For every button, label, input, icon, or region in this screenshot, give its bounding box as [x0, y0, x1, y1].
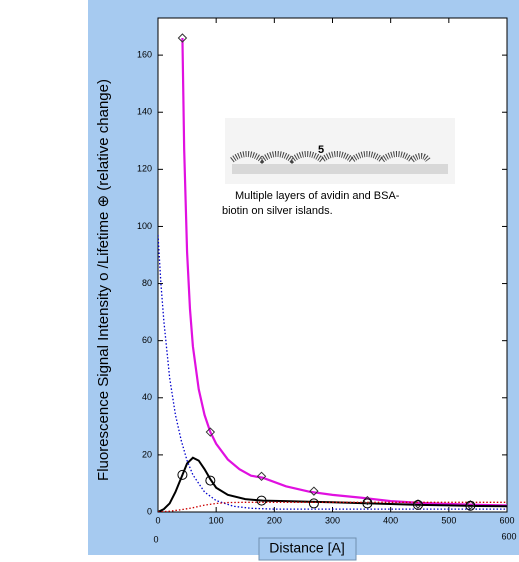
y-tick-label: 20	[142, 449, 152, 459]
inset-image	[225, 118, 455, 184]
diamond-marker	[177, 33, 188, 43]
diamond-marker	[413, 499, 423, 509]
plot-series	[158, 37, 507, 512]
circle-marker	[205, 475, 216, 486]
series-line	[181, 37, 507, 507]
inset: 5	[225, 118, 455, 184]
caption-line: Multiple layers of avidin and BSA-	[235, 190, 400, 202]
x-tick-label: 500	[441, 515, 456, 525]
y-axis-title: Fluorescence Signal Intensity o /Lifetim…	[95, 79, 112, 481]
circle-marker	[362, 498, 373, 509]
circle-marker	[177, 469, 188, 480]
x-tick-label: 300	[325, 515, 340, 525]
caption-line: biotin on silver islands.	[222, 205, 333, 217]
x-tick-label: 400	[383, 515, 398, 525]
inset-substrate	[232, 164, 448, 174]
corner-label: 0	[153, 534, 158, 544]
y-tick-label: 60	[142, 335, 152, 345]
circle-marker	[413, 499, 424, 510]
x-tick-label: 600	[499, 515, 514, 525]
circle-marker	[308, 498, 319, 509]
y-tick-label: 160	[137, 49, 152, 59]
diamond-marker	[256, 471, 267, 482]
x-tick-label: 200	[267, 515, 282, 525]
circle-marker	[465, 500, 476, 511]
plot-area	[157, 17, 508, 513]
inset-label: 5	[318, 144, 324, 156]
diamond-marker	[465, 500, 476, 510]
y-tick-label: 140	[137, 107, 152, 117]
y-tick-label: 40	[142, 392, 152, 402]
corner-label: 600	[501, 531, 516, 541]
diamond-marker	[309, 486, 319, 496]
x-axis-title: Distance [A]	[269, 540, 344, 556]
x-tick-label: 100	[209, 515, 224, 525]
diamond-marker	[205, 427, 216, 437]
inset-layers	[230, 151, 431, 164]
y-tick-label: 0	[147, 506, 152, 516]
y-tick-label: 80	[142, 278, 152, 288]
circle-marker	[256, 495, 267, 506]
y-tick-label: 100	[137, 221, 152, 231]
series-line	[158, 456, 507, 512]
x-tick-label: 0	[155, 515, 160, 525]
y-tick-label: 120	[137, 164, 152, 174]
x-axis-title-box	[258, 537, 357, 561]
